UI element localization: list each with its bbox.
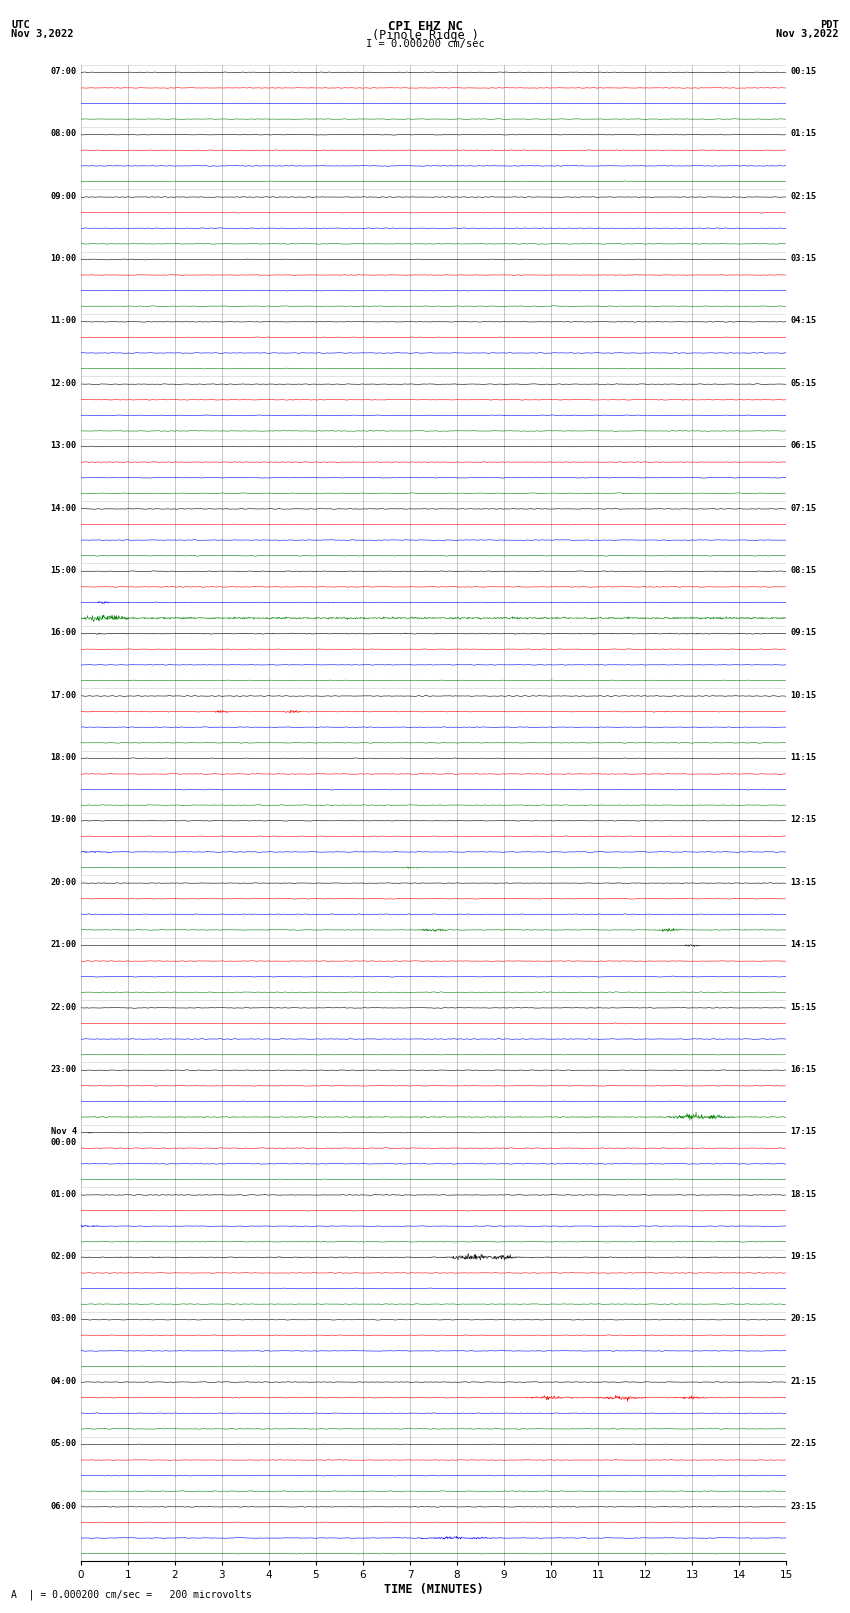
Text: 00:15: 00:15	[790, 68, 816, 76]
Text: 18:15: 18:15	[790, 1190, 816, 1198]
Text: 07:00: 07:00	[51, 68, 77, 76]
Text: 03:15: 03:15	[790, 255, 816, 263]
X-axis label: TIME (MINUTES): TIME (MINUTES)	[383, 1584, 484, 1597]
Text: 19:15: 19:15	[790, 1252, 816, 1261]
Text: 02:00: 02:00	[51, 1252, 77, 1261]
Text: 18:00: 18:00	[51, 753, 77, 761]
Text: 08:00: 08:00	[51, 129, 77, 139]
Text: 02:15: 02:15	[790, 192, 816, 200]
Text: 11:15: 11:15	[790, 753, 816, 761]
Text: 06:00: 06:00	[51, 1502, 77, 1510]
Text: 05:00: 05:00	[51, 1439, 77, 1448]
Text: 12:15: 12:15	[790, 816, 816, 824]
Text: 20:00: 20:00	[51, 877, 77, 887]
Text: 15:00: 15:00	[51, 566, 77, 574]
Text: I = 0.000200 cm/sec: I = 0.000200 cm/sec	[366, 39, 484, 48]
Text: 15:15: 15:15	[790, 1003, 816, 1011]
Text: 09:00: 09:00	[51, 192, 77, 200]
Text: 21:00: 21:00	[51, 940, 77, 948]
Text: 14:15: 14:15	[790, 940, 816, 948]
Text: 19:00: 19:00	[51, 816, 77, 824]
Text: 23:00: 23:00	[51, 1065, 77, 1074]
Text: 01:15: 01:15	[790, 129, 816, 139]
Text: 05:15: 05:15	[790, 379, 816, 387]
Text: 14:00: 14:00	[51, 503, 77, 513]
Text: CPI EHZ NC: CPI EHZ NC	[388, 19, 462, 34]
Text: 06:15: 06:15	[790, 442, 816, 450]
Text: 22:15: 22:15	[790, 1439, 816, 1448]
Text: 12:00: 12:00	[51, 379, 77, 387]
Text: A  | = 0.000200 cm/sec =   200 microvolts: A | = 0.000200 cm/sec = 200 microvolts	[11, 1589, 252, 1600]
Text: 04:00: 04:00	[51, 1378, 77, 1386]
Text: (Pinole Ridge ): (Pinole Ridge )	[371, 29, 479, 42]
Text: 13:15: 13:15	[790, 877, 816, 887]
Text: 09:15: 09:15	[790, 629, 816, 637]
Text: 10:15: 10:15	[790, 690, 816, 700]
Text: PDT: PDT	[820, 19, 839, 31]
Text: 08:15: 08:15	[790, 566, 816, 574]
Text: Nov 4
00:00: Nov 4 00:00	[51, 1127, 77, 1147]
Text: 17:00: 17:00	[51, 690, 77, 700]
Text: UTC: UTC	[11, 19, 30, 31]
Text: Nov 3,2022: Nov 3,2022	[776, 29, 839, 39]
Text: 01:00: 01:00	[51, 1190, 77, 1198]
Text: 16:00: 16:00	[51, 629, 77, 637]
Text: 21:15: 21:15	[790, 1378, 816, 1386]
Text: 16:15: 16:15	[790, 1065, 816, 1074]
Text: 22:00: 22:00	[51, 1003, 77, 1011]
Text: 07:15: 07:15	[790, 503, 816, 513]
Text: 04:15: 04:15	[790, 316, 816, 326]
Text: 20:15: 20:15	[790, 1315, 816, 1323]
Text: 17:15: 17:15	[790, 1127, 816, 1136]
Text: 10:00: 10:00	[51, 255, 77, 263]
Text: 13:00: 13:00	[51, 442, 77, 450]
Text: 03:00: 03:00	[51, 1315, 77, 1323]
Text: 23:15: 23:15	[790, 1502, 816, 1510]
Text: 11:00: 11:00	[51, 316, 77, 326]
Text: Nov 3,2022: Nov 3,2022	[11, 29, 74, 39]
